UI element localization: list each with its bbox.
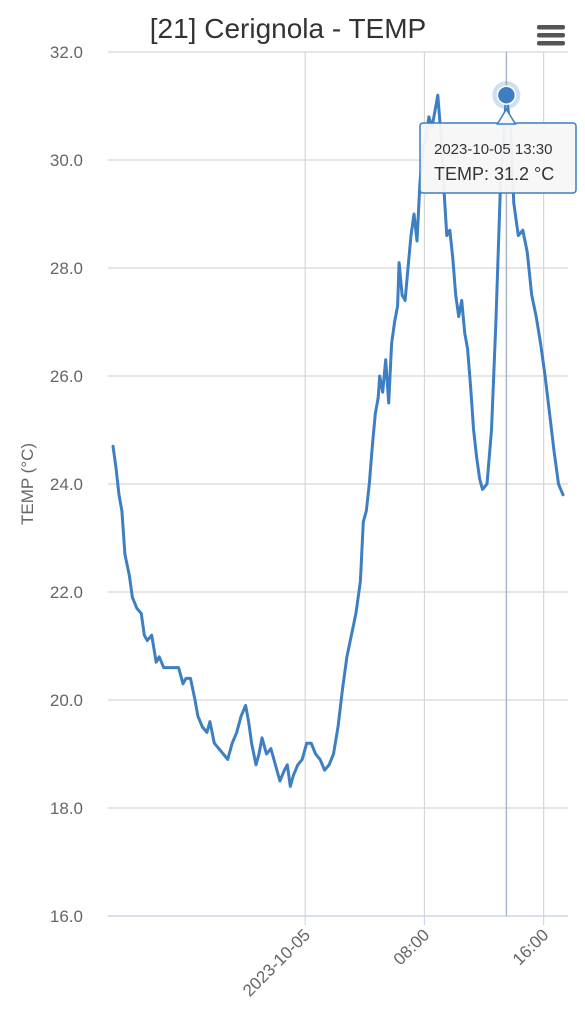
tooltip-value: TEMP: 31.2 °C	[434, 164, 554, 184]
x-tick-label: 2023-10-05	[239, 925, 314, 1000]
y-tick-label: 28.0	[50, 259, 83, 278]
grid-layer	[108, 51, 568, 916]
y-axis-label: TEMP (°C)	[18, 443, 37, 525]
x-tick-label: 08:00	[390, 925, 434, 969]
y-tick-label: 20.0	[50, 691, 83, 710]
x-tick-label: 16:00	[509, 925, 553, 969]
y-tick-label: 26.0	[50, 367, 83, 386]
y-tick-label: 22.0	[50, 583, 83, 602]
tooltip: 2023-10-05 13:30 TEMP: 31.2 °C	[419, 107, 577, 194]
hamburger-menu-button[interactable]	[536, 22, 566, 50]
tooltip-pointer	[496, 107, 517, 125]
highlight-point[interactable]	[496, 85, 517, 105]
y-tick-label: 18.0	[50, 799, 83, 818]
series-layer	[111, 93, 565, 788]
y-tick-label: 30.0	[50, 151, 83, 170]
y-tick-label: 24.0	[50, 475, 83, 494]
highlight-layer	[492, 52, 521, 916]
series-line	[111, 93, 565, 788]
tooltip-date: 2023-10-05 13:30	[434, 141, 552, 158]
y-tick-label: 16.0	[50, 907, 83, 926]
chart-title: [21] Cerignola - TEMP	[150, 13, 427, 44]
y-tick-label: 32.0	[50, 43, 83, 62]
